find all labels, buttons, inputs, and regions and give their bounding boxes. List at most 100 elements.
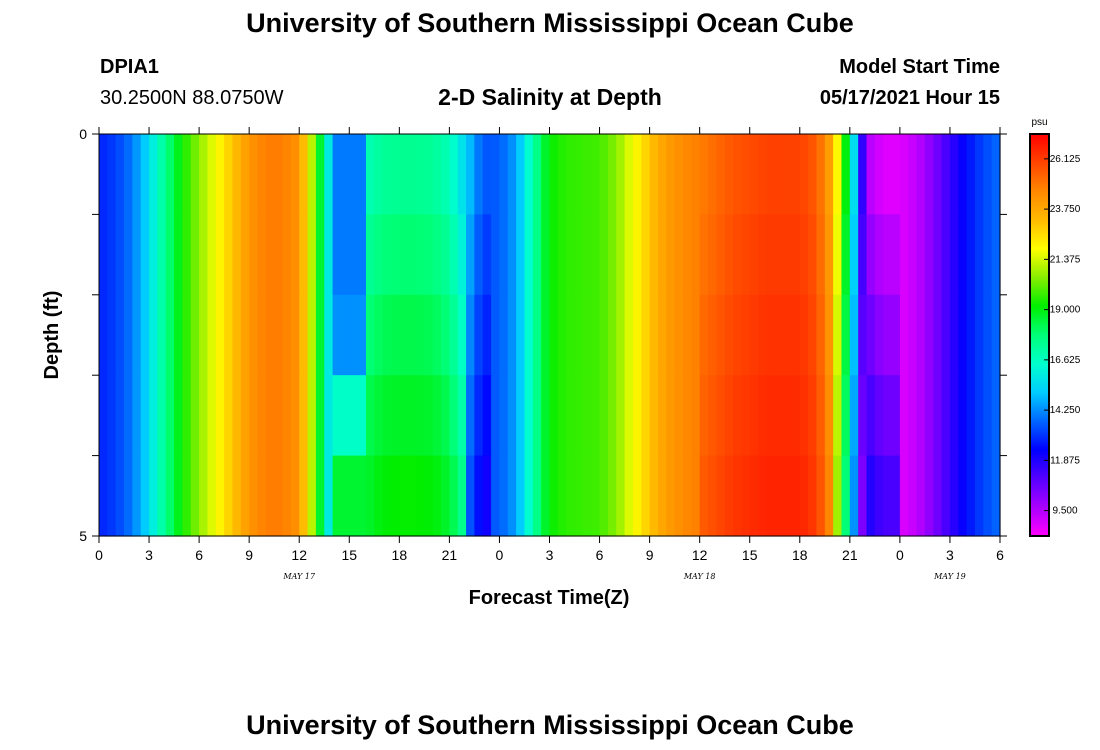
heatmap-cell bbox=[924, 375, 934, 457]
heatmap-cell bbox=[265, 375, 275, 457]
heatmap-cell bbox=[215, 294, 225, 376]
heatmap-cell bbox=[107, 375, 117, 457]
heatmap-cell bbox=[299, 455, 309, 537]
heatmap-cell bbox=[382, 134, 392, 215]
heatmap-cell bbox=[524, 214, 534, 296]
heatmap-cell bbox=[115, 455, 125, 537]
heatmap-cell bbox=[991, 134, 1001, 215]
heatmap-cell bbox=[582, 134, 592, 215]
heatmap-cell bbox=[249, 375, 259, 457]
heatmap-cell bbox=[349, 134, 359, 215]
heatmap-cell bbox=[282, 214, 292, 296]
heatmap-cell bbox=[390, 375, 400, 457]
heatmap-cell bbox=[190, 455, 200, 537]
heatmap-cell bbox=[724, 455, 734, 537]
heatmap-cell bbox=[557, 214, 567, 296]
heatmap-cell bbox=[666, 455, 676, 537]
heatmap-cell bbox=[966, 214, 976, 296]
heatmap-cell bbox=[682, 214, 692, 296]
heatmap-cell bbox=[124, 134, 133, 215]
x-tick-label: 0 bbox=[95, 547, 103, 563]
heatmap-cell bbox=[382, 375, 392, 457]
heatmap-cell bbox=[949, 455, 959, 537]
heatmap-cell bbox=[532, 375, 542, 457]
heatmap-cell bbox=[766, 455, 776, 537]
heatmap-cell bbox=[799, 134, 809, 215]
heatmap-cell bbox=[916, 375, 926, 457]
x-tick-label: 21 bbox=[442, 547, 458, 563]
heatmap-cell bbox=[616, 455, 626, 537]
heatmap-cell bbox=[174, 134, 184, 215]
heatmap-cell bbox=[858, 214, 868, 296]
heatmap-cell bbox=[124, 455, 133, 537]
heatmap-cell bbox=[582, 294, 592, 376]
heatmap-cell bbox=[340, 134, 350, 215]
heatmap-cell bbox=[591, 214, 601, 296]
heatmap-cell bbox=[99, 294, 108, 376]
heatmap-cell bbox=[908, 375, 918, 457]
heatmap-cell bbox=[182, 134, 192, 215]
heatmap-cell bbox=[340, 214, 350, 296]
heatmap-cell bbox=[866, 294, 876, 376]
heatmap-cell bbox=[649, 375, 659, 457]
heatmap-cell bbox=[741, 294, 751, 376]
heatmap-cell bbox=[557, 294, 567, 376]
heatmap-cell bbox=[741, 375, 751, 457]
heatmap-cell bbox=[941, 294, 951, 376]
x-tick-label: 3 bbox=[946, 547, 954, 563]
heatmap-cell bbox=[549, 375, 559, 457]
heatmap-cell bbox=[299, 214, 309, 296]
heatmap-cell bbox=[699, 375, 709, 457]
heatmap-cell bbox=[132, 214, 142, 296]
heatmap-cell bbox=[416, 455, 425, 537]
heatmap-cell bbox=[349, 455, 359, 537]
heatmap-cell bbox=[666, 375, 676, 457]
heatmap-cell bbox=[774, 455, 784, 537]
heatmap-cell bbox=[349, 214, 359, 296]
heatmap-cell bbox=[624, 455, 634, 537]
heatmap-cell bbox=[324, 375, 334, 457]
heatmap-cell bbox=[849, 134, 859, 215]
heatmap-cell bbox=[265, 134, 275, 215]
heatmap-cell bbox=[741, 134, 751, 215]
heatmap-cell bbox=[99, 214, 108, 296]
heatmap-cell bbox=[566, 294, 576, 376]
heatmap-cell bbox=[332, 294, 342, 376]
heatmap-cell bbox=[107, 294, 117, 376]
colorbar-label: 19.000 bbox=[1050, 305, 1081, 316]
heatmap-cell bbox=[974, 214, 984, 296]
heatmap-cell bbox=[274, 214, 284, 296]
heatmap-cell bbox=[858, 455, 868, 537]
heatmap-cell bbox=[207, 455, 217, 537]
heatmap-cell bbox=[883, 375, 893, 457]
heatmap-cell bbox=[149, 294, 158, 376]
heatmap-cell bbox=[340, 455, 350, 537]
heatmap-cell bbox=[282, 375, 292, 457]
date-label: MAY 17 bbox=[282, 572, 316, 581]
heatmap-cell bbox=[674, 375, 684, 457]
heatmap-cell bbox=[899, 375, 909, 457]
heatmap-cell bbox=[282, 455, 292, 537]
heatmap-cell bbox=[682, 134, 692, 215]
heatmap-cell bbox=[632, 375, 642, 457]
heatmap-cell bbox=[941, 455, 951, 537]
heatmap-cell bbox=[491, 455, 501, 537]
heatmap-cell bbox=[632, 214, 642, 296]
heatmap-cell bbox=[466, 375, 476, 457]
heatmap-cell bbox=[357, 375, 367, 457]
heatmap-cell bbox=[449, 134, 459, 215]
heatmap-cell bbox=[140, 214, 150, 296]
heatmap-cell bbox=[332, 455, 342, 537]
heatmap-cell bbox=[657, 455, 667, 537]
heatmap-cell bbox=[916, 214, 926, 296]
heatmap-cell bbox=[657, 294, 667, 376]
heatmap-cell bbox=[441, 375, 450, 457]
y-axis-title: Depth (ft) bbox=[41, 291, 63, 380]
heatmap-cell bbox=[474, 294, 484, 376]
heatmap-cell bbox=[899, 294, 909, 376]
heatmap-cell bbox=[399, 375, 409, 457]
heatmap-cell bbox=[115, 134, 125, 215]
heatmap-cell bbox=[274, 294, 284, 376]
heatmap-cell bbox=[416, 375, 425, 457]
